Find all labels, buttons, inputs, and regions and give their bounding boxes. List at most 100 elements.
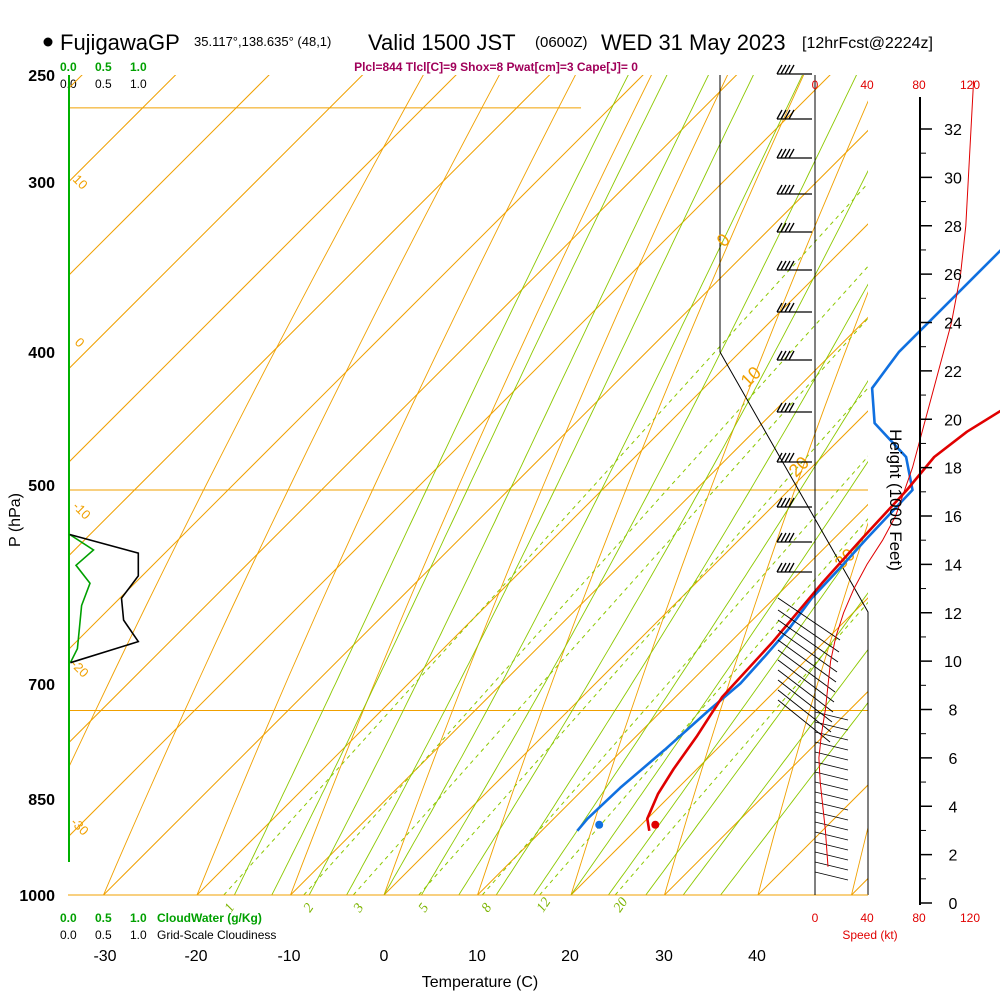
wind-barb-flag — [788, 562, 795, 573]
mixing-ratio-line — [418, 387, 868, 895]
wind-barb-flag — [784, 497, 791, 508]
wind-barb-flag — [776, 184, 783, 195]
height-tick-label: 16 — [944, 509, 962, 526]
height-tick-label: 0 — [949, 896, 958, 913]
moist-adiabat-line — [495, 283, 868, 895]
height-tick-label: 4 — [949, 799, 958, 816]
cloudwater-label: CloudWater (g/Kg) — [157, 911, 262, 925]
wind-barb-flag — [788, 184, 795, 195]
wind-barb-flag — [776, 260, 783, 271]
temperature-tick-label: 40 — [748, 948, 766, 965]
wind-barb-flag — [780, 148, 787, 159]
wind-barb-flag — [788, 532, 795, 543]
moist-adiabat-line — [271, 75, 668, 895]
wind-barb-flag — [780, 402, 787, 413]
utc-time: (0600Z) — [535, 34, 588, 51]
wind-barb-flag — [776, 350, 783, 361]
wind-barb-flag — [776, 302, 783, 313]
temperature-tick-label: 0 — [380, 948, 389, 965]
temperature-tick-label: -10 — [277, 948, 300, 965]
isotherm-label: 10 — [737, 363, 765, 391]
isotherm-line — [196, 223, 868, 895]
mixing-ratio-label: 2 — [301, 901, 317, 915]
top-cloudwater-tick: 0.5 — [95, 60, 112, 74]
bottom-cloudiness-tick: 1.0 — [130, 928, 147, 942]
wind-barb — [776, 64, 812, 75]
y-axis-label: P (hPa) — [7, 493, 24, 547]
wind-barb-flag — [776, 222, 783, 233]
wind-barb-flag — [784, 562, 791, 573]
station-name: FujigawaGP — [60, 30, 180, 55]
wind-barb — [777, 699, 831, 743]
pressure-tick-label: 400 — [28, 345, 55, 362]
surface-temperature-point — [651, 820, 660, 829]
wind-barb — [814, 711, 849, 721]
cloud-profiles — [69, 533, 140, 664]
moist-adiabat-line — [308, 75, 709, 895]
isotherm-line — [68, 75, 177, 184]
wind-barb — [776, 350, 812, 361]
wind-barb — [814, 831, 849, 841]
wind-barb-flag — [784, 222, 791, 233]
moist-adiabat-line — [458, 170, 868, 895]
bottom-cloudwater-tick: 0.5 — [95, 911, 112, 925]
wind-barb — [776, 148, 812, 159]
isotherm-line — [851, 877, 868, 895]
isotherm-label: -10 — [70, 499, 94, 523]
isotherm-line — [103, 129, 868, 895]
wind-barb-flag — [784, 260, 791, 271]
mixing-ratio-label: 3 — [350, 901, 367, 916]
pressure-tick-label: 1000 — [19, 888, 55, 905]
isotherm-line — [68, 75, 738, 745]
wind-barb-flag — [788, 109, 795, 120]
mixing-ratio-label: 5 — [416, 901, 432, 915]
cloudiness-line — [69, 533, 140, 664]
wind-barb-flag — [776, 64, 783, 75]
speed-tick-top: 0 — [812, 78, 819, 92]
isotherm-line — [68, 75, 457, 464]
wind-barb — [777, 639, 837, 683]
wind-barb-staff — [777, 679, 833, 723]
wind-barb — [776, 302, 812, 313]
wind-barb-flag — [784, 148, 791, 159]
station-marker-icon — [43, 37, 53, 47]
wind-barb-staff — [814, 761, 849, 771]
wind-barb — [776, 452, 812, 463]
mixing-ratio-label: 20 — [611, 895, 631, 915]
wind-barb — [776, 532, 812, 543]
surface-dewpoint-point — [595, 820, 604, 829]
wind-barb-flag — [780, 497, 787, 508]
stability-indices: Plcl=844 Tlcl[C]=9 Shox=8 Pwat[cm]=3 Cap… — [354, 60, 638, 74]
isotherm-label: 0 — [72, 335, 88, 351]
wind-barb — [814, 861, 849, 871]
station-coords: 35.117°,138.635° (48,1) — [194, 34, 331, 49]
wind-barb-staff — [814, 801, 849, 811]
top-cloudwater-tick: 0.0 — [60, 60, 77, 74]
wind-barb-flag — [780, 532, 787, 543]
height-tick-label: 26 — [944, 267, 962, 284]
wind-barb-flag — [780, 109, 787, 120]
wind-barb-flag — [788, 222, 795, 233]
temperature-line — [645, 409, 1000, 832]
wind-barb-staff — [777, 669, 834, 713]
wind-barb-flag — [788, 64, 795, 75]
wind-barb-flag — [780, 350, 787, 361]
height-tick-label: 20 — [944, 412, 962, 429]
dry-adiabat-line — [757, 522, 868, 895]
wind-barb-flag — [784, 302, 791, 313]
wind-barb-staff — [777, 609, 840, 653]
wind-barb-flag — [788, 260, 795, 271]
speed-axis-label: Speed (kt) — [842, 928, 897, 942]
x-axis-label: Temperature (C) — [422, 974, 538, 991]
dry-adiabat-line — [383, 75, 729, 895]
wind-barb — [814, 851, 849, 861]
dry-adiabat-line — [196, 75, 576, 895]
wind-barb-flag — [784, 402, 791, 413]
wind-barb-flag — [780, 222, 787, 233]
mixing-ratio-label: 12 — [534, 895, 554, 915]
cloudwater-line — [69, 533, 95, 664]
wind-barb-flag — [776, 402, 783, 413]
wind-barb-flag — [784, 532, 791, 543]
wind-barb-flag — [788, 148, 795, 159]
